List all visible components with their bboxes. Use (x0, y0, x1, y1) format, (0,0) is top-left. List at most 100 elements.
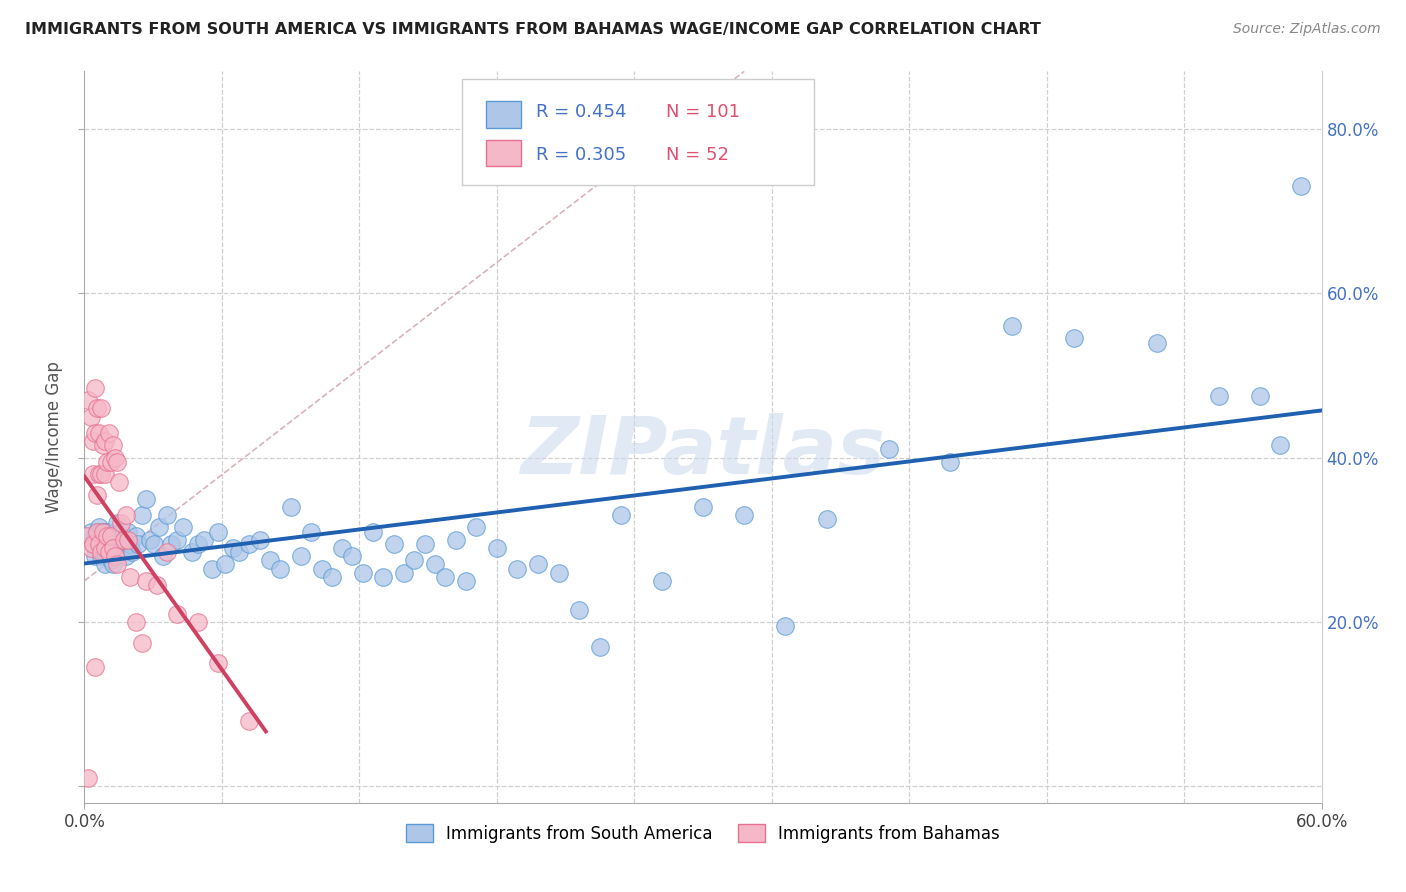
Point (77, 393, 100, 408)
Point (404, 553, 426, 567)
Point (160, 537, 183, 551)
Point (877, 442, 900, 457)
Point (201, 561, 224, 575)
Point (94, 545, 117, 559)
Point (373, 570, 395, 584)
Y-axis label: Wage/Income Gap: Wage/Income Gap (45, 361, 63, 513)
Point (1208, 389, 1230, 403)
Point (180, 545, 202, 559)
Point (117, 533, 139, 547)
Point (465, 520, 488, 534)
Point (131, 508, 153, 523)
Point (100, 455, 122, 469)
Point (104, 541, 127, 555)
Point (392, 566, 415, 580)
Point (249, 533, 271, 547)
Point (82, 434, 104, 449)
Text: N = 101: N = 101 (666, 103, 740, 120)
Point (110, 516, 132, 531)
Point (207, 656, 229, 670)
Point (207, 524, 229, 539)
Point (382, 537, 405, 551)
Point (280, 500, 302, 514)
Point (692, 500, 714, 514)
Point (125, 615, 148, 629)
FancyBboxPatch shape (461, 78, 814, 185)
Point (91, 533, 114, 547)
Point (609, 508, 631, 523)
Point (238, 537, 260, 551)
Point (110, 541, 132, 555)
Point (86, 401, 108, 416)
Point (103, 558, 125, 572)
Point (94, 541, 117, 555)
Point (361, 524, 384, 539)
Point (321, 570, 343, 584)
Point (423, 558, 446, 572)
Point (96, 455, 118, 469)
Point (238, 714, 260, 728)
Point (91, 545, 114, 559)
Point (94, 524, 117, 539)
Point (1063, 331, 1085, 345)
Point (193, 533, 215, 547)
Point (330, 541, 353, 555)
Point (506, 561, 529, 575)
Point (145, 578, 167, 592)
Point (547, 566, 569, 580)
Point (86, 487, 108, 501)
Point (156, 545, 179, 559)
Text: R = 0.454: R = 0.454 (536, 103, 627, 120)
Point (77, 771, 100, 785)
Point (87, 425, 110, 440)
Point (214, 558, 236, 572)
Point (290, 549, 312, 564)
Point (112, 533, 135, 547)
Point (83, 425, 105, 440)
Point (815, 512, 838, 526)
Point (79, 541, 101, 555)
Point (135, 574, 157, 588)
Point (98, 533, 121, 547)
Point (86, 524, 108, 539)
Point (100, 537, 122, 551)
Point (117, 524, 139, 539)
Point (568, 602, 591, 616)
Point (90, 549, 112, 564)
Point (86, 524, 108, 539)
Point (139, 533, 162, 547)
Point (110, 524, 132, 539)
Point (83, 549, 105, 564)
Text: IMMIGRANTS FROM SOUTH AMERICA VS IMMIGRANTS FROM BAHAMAS WAGE/INCOME GAP CORRELA: IMMIGRANTS FROM SOUTH AMERICA VS IMMIGRA… (25, 22, 1042, 37)
Point (125, 529, 148, 543)
Point (444, 533, 467, 547)
Point (96, 524, 118, 539)
Point (434, 570, 457, 584)
Point (527, 558, 550, 572)
Point (166, 607, 188, 621)
Point (269, 561, 291, 575)
Point (87, 541, 110, 555)
Point (228, 545, 250, 559)
Point (187, 615, 209, 629)
Point (172, 520, 194, 534)
Point (454, 574, 477, 588)
Point (1270, 438, 1292, 452)
Point (87, 467, 110, 481)
Point (651, 574, 673, 588)
Point (103, 541, 125, 555)
Point (112, 533, 135, 547)
Point (86, 533, 108, 547)
Point (413, 537, 436, 551)
Point (114, 549, 136, 564)
Point (79, 524, 101, 539)
Point (156, 508, 179, 523)
Point (90, 524, 112, 539)
Point (100, 529, 122, 543)
Point (90, 401, 112, 416)
Point (94, 558, 117, 572)
Point (94, 467, 117, 481)
Text: N = 52: N = 52 (666, 146, 728, 164)
Point (105, 455, 128, 469)
Point (118, 537, 141, 551)
